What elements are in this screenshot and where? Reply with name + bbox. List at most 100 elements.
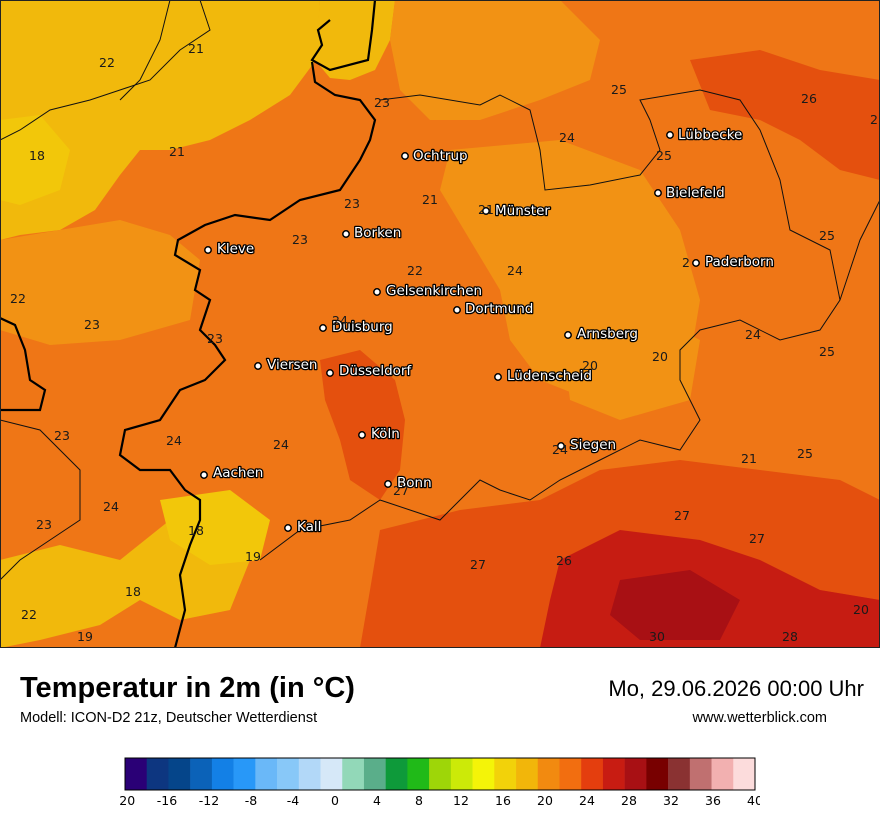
legend-tick-label: 12 bbox=[453, 793, 469, 808]
city-label-bielefeld: Bielefeld bbox=[666, 185, 725, 201]
light-orange-band-west bbox=[0, 220, 200, 345]
temp-value: 25 bbox=[656, 148, 672, 163]
city-dot-dortmund bbox=[453, 306, 461, 314]
legend-swatch bbox=[277, 758, 300, 790]
temp-value: 23 bbox=[344, 196, 360, 211]
legend-swatch bbox=[689, 758, 712, 790]
city-dot-borken bbox=[342, 230, 350, 238]
city-label-luedenscheid: Lüdenscheid bbox=[507, 368, 592, 384]
city-label-bonn: Bonn bbox=[397, 475, 432, 491]
legend-tick-label: -12 bbox=[199, 793, 219, 808]
city-label-muenster: Münster bbox=[495, 203, 550, 219]
legend-tick-label: -8 bbox=[245, 793, 258, 808]
city-dot-luebbecke bbox=[666, 131, 674, 139]
city-label-koeln: Köln bbox=[371, 426, 400, 442]
city-dot-gelsenkirchen bbox=[373, 288, 381, 296]
city-label-duesseldorf: Düsseldorf bbox=[339, 363, 412, 379]
temp-value: 28 bbox=[782, 629, 798, 644]
temp-value: 21 bbox=[741, 451, 757, 466]
legend-tick-label: -4 bbox=[287, 793, 300, 808]
temp-value: 23 bbox=[374, 95, 390, 110]
city-label-borken: Borken bbox=[354, 225, 401, 241]
city-label-ochtrup: Ochtrup bbox=[413, 148, 468, 164]
temp-value: 21 bbox=[422, 192, 438, 207]
legend-swatch bbox=[146, 758, 169, 790]
legend-tick-label: 0 bbox=[331, 793, 339, 808]
map-title: Temperatur in 2m (in °C) bbox=[20, 672, 355, 704]
hot-core-south bbox=[610, 570, 740, 640]
legend-tick-label: -16 bbox=[157, 793, 177, 808]
temp-value: 24 bbox=[273, 437, 289, 452]
website-link[interactable]: www.wetterblick.com bbox=[692, 710, 827, 726]
city-dot-muenster bbox=[482, 207, 490, 215]
legend-swatch bbox=[125, 758, 148, 790]
legend-swatch bbox=[168, 758, 191, 790]
city-dot-viersen bbox=[254, 362, 262, 370]
temp-value: 21 bbox=[478, 202, 494, 217]
legend-tick-label: 36 bbox=[705, 793, 721, 808]
city-dot-aachen bbox=[200, 471, 208, 479]
temp-value: 25 bbox=[611, 82, 627, 97]
temp-value: 22 bbox=[10, 291, 26, 306]
legend-swatch bbox=[559, 758, 582, 790]
city-label-kall: Kall bbox=[297, 519, 321, 535]
city-label-paderborn: Paderborn bbox=[705, 254, 774, 270]
city-dot-arnsberg bbox=[564, 331, 572, 339]
city-markers bbox=[200, 131, 700, 532]
warm-area-northeast bbox=[690, 50, 880, 180]
city-label-aachen: Aachen bbox=[213, 465, 263, 481]
legend-swatch bbox=[450, 758, 473, 790]
city-dot-duisburg bbox=[319, 324, 327, 332]
city-dot-paderborn bbox=[692, 259, 700, 267]
temp-value: 18 bbox=[188, 523, 204, 538]
temp-value: 22 bbox=[21, 607, 37, 622]
city-label-viersen: Viersen bbox=[267, 357, 317, 373]
legend-swatch bbox=[711, 758, 734, 790]
temp-value: 20 bbox=[853, 602, 869, 617]
temp-value: 20 bbox=[652, 349, 668, 364]
model-source: Modell: ICON-D2 21z, Deutscher Wetterdie… bbox=[20, 710, 318, 726]
temp-value: 21 bbox=[188, 41, 204, 56]
state-borders bbox=[0, 0, 880, 581]
light-orange-band-north bbox=[390, 0, 600, 120]
legend-swatch bbox=[624, 758, 647, 790]
legend-swatch bbox=[602, 758, 625, 790]
temp-value: 24 bbox=[745, 327, 761, 342]
temp-value: 18 bbox=[29, 148, 45, 163]
legend-swatch bbox=[233, 758, 256, 790]
temp-value: 25 bbox=[797, 446, 813, 461]
legend-tick-label: 28 bbox=[621, 793, 637, 808]
legend-swatch bbox=[516, 758, 539, 790]
color-legend: -20 -16 -12 -8 -4 0 4 8 12 16 20 24 28 32 36 40 bbox=[115, 756, 763, 816]
city-dot-luedenscheid bbox=[494, 373, 502, 381]
cool-region-north bbox=[315, 0, 395, 80]
city-dot-duesseldorf bbox=[326, 369, 334, 377]
temp-value: 18 bbox=[125, 584, 141, 599]
legend-swatch bbox=[385, 758, 408, 790]
temp-value: 24 bbox=[559, 130, 575, 145]
yellow-core-nw bbox=[0, 115, 70, 205]
temp-value: 22 bbox=[99, 55, 115, 70]
temp-value: 24 bbox=[332, 313, 348, 328]
temperature-values: 21 22 18 21 23 25 26 2 24 25 21 23 23 2 … bbox=[10, 41, 878, 644]
legend-swatch bbox=[646, 758, 669, 790]
temp-value: 26 bbox=[801, 91, 817, 106]
temp-value: 20 bbox=[582, 358, 598, 373]
city-label-siegen: Siegen bbox=[570, 437, 616, 453]
legend-swatch bbox=[255, 758, 278, 790]
city-dot-bonn bbox=[384, 480, 392, 488]
legend-swatch bbox=[363, 758, 386, 790]
legend-swatch bbox=[494, 758, 517, 790]
temp-value: 2 bbox=[682, 255, 690, 270]
temp-value: 23 bbox=[84, 317, 100, 332]
legend-tick-label: -20 bbox=[120, 793, 135, 808]
country-borders bbox=[0, 0, 377, 648]
city-labels: Ochtrup Lübbecke Bielefeld Münster Borke… bbox=[212, 126, 776, 537]
light-orange-sauerland bbox=[560, 310, 700, 420]
footer: Temperatur in 2m (in °C) Modell: ICON-D2… bbox=[0, 648, 880, 830]
temp-value: 30 bbox=[649, 629, 665, 644]
forecast-datetime: Mo, 29.06.2026 00:00 Uhr bbox=[608, 676, 864, 701]
city-dot-siegen bbox=[557, 442, 565, 450]
legend-tick-label: 8 bbox=[415, 793, 423, 808]
legend-tick-label: 16 bbox=[495, 793, 511, 808]
